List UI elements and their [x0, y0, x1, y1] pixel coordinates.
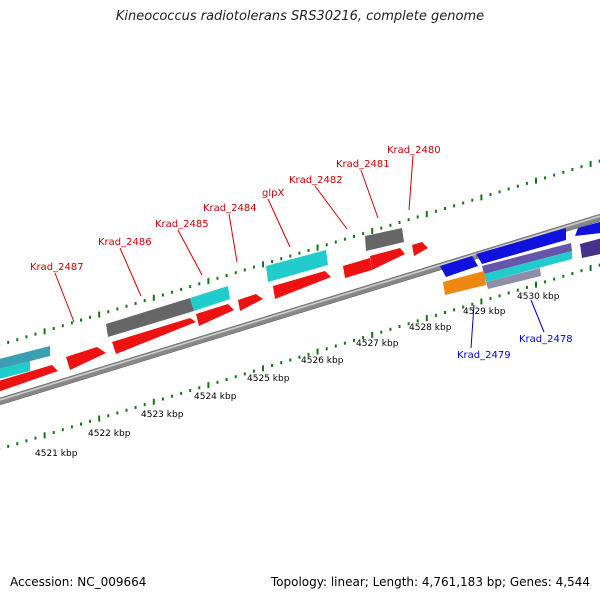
- gene-arrow-right-edge[interactable]: [575, 219, 600, 236]
- teal-feature-left[interactable]: [0, 346, 50, 370]
- kbp-label-4521: 4521 kbp: [35, 449, 78, 459]
- label-krad-2485[interactable]: Krad_2485: [155, 219, 209, 230]
- kbp-label-4525: 4525 kbp: [247, 374, 290, 384]
- label-krad-2482[interactable]: Krad_2482: [289, 175, 343, 186]
- kbp-label-4526: 4526 kbp: [301, 356, 344, 366]
- gene-arrow-krad-2482[interactable]: [343, 258, 372, 278]
- gene-arrow-krad-2478[interactable]: [476, 228, 566, 264]
- gene-arrow-krad-2481[interactable]: [370, 248, 405, 270]
- gray-feature-right[interactable]: [486, 268, 541, 289]
- kbp-label-4530: 4530 kbp: [517, 292, 560, 302]
- accession-text: Accession: NC_009664: [10, 575, 147, 589]
- purple-feature-right-edge[interactable]: [580, 236, 600, 258]
- orange-feature-krad-2479[interactable]: [443, 271, 486, 295]
- gene-arrow-krad-2486[interactable]: [112, 318, 196, 354]
- gene-arrow-krad-2480[interactable]: [412, 242, 428, 256]
- label-krad-2484[interactable]: Krad_2484: [203, 203, 257, 214]
- gene-callouts: Krad_2487 Krad_2486 Krad_2485 Krad_2484 …: [30, 145, 573, 361]
- gene-arrow-left-edge[interactable]: [0, 365, 58, 393]
- cyan-feature-left[interactable]: [0, 361, 30, 380]
- cyan-feature-krad-2485[interactable]: [190, 286, 230, 311]
- features: [0, 219, 600, 393]
- kbp-label-4523: 4523 kbp: [141, 410, 184, 420]
- genome-summary-text: Topology: linear; Length: 4,761,183 bp; …: [270, 575, 590, 589]
- gene-arrow-krad-2479[interactable]: [440, 256, 478, 277]
- map-title: Kineococcus radiotolerans SRS30216, comp…: [115, 9, 485, 24]
- gene-arrow-krad-2487[interactable]: [66, 347, 106, 370]
- label-krad-2481[interactable]: Krad_2481: [336, 159, 390, 170]
- kbp-label-4528: 4528 kbp: [409, 323, 452, 333]
- label-krad-2478[interactable]: Krad_2478: [519, 334, 573, 345]
- kbp-label-4527: 4527 kbp: [356, 339, 399, 349]
- kbp-label-4529: 4529 kbp: [463, 307, 506, 317]
- kbp-label-4522: 4522 kbp: [88, 429, 131, 439]
- cyan-feature-krad-2478[interactable]: [484, 251, 572, 282]
- label-krad-2487[interactable]: Krad_2487: [30, 262, 84, 273]
- gene-arrow-glpx[interactable]: [273, 271, 331, 299]
- gene-arrow-krad-2484[interactable]: [238, 294, 263, 311]
- label-krad-2486[interactable]: Krad_2486: [98, 237, 152, 248]
- label-krad-2479[interactable]: Krad_2479: [457, 350, 511, 361]
- kbp-scale: 4521 kbp 4522 kbp 4523 kbp 4524 kbp 4525…: [35, 292, 560, 459]
- tick-rows: [0, 159, 600, 451]
- kbp-label-4524: 4524 kbp: [194, 392, 237, 402]
- cyan-feature-glpx[interactable]: [266, 250, 328, 282]
- gene-arrow-krad-2485[interactable]: [196, 304, 234, 326]
- label-glpx[interactable]: glpX: [262, 188, 284, 199]
- lower-tick-row: [0, 263, 600, 451]
- upper-tick-row: [0, 159, 600, 347]
- label-krad-2480[interactable]: Krad_2480: [387, 145, 441, 156]
- gray-feature-krad-2480[interactable]: [365, 228, 404, 251]
- lavender-feature-krad-2478[interactable]: [482, 243, 572, 274]
- gray-feature-krad-2486[interactable]: [106, 298, 194, 337]
- sequence-backbone: [0, 213, 600, 406]
